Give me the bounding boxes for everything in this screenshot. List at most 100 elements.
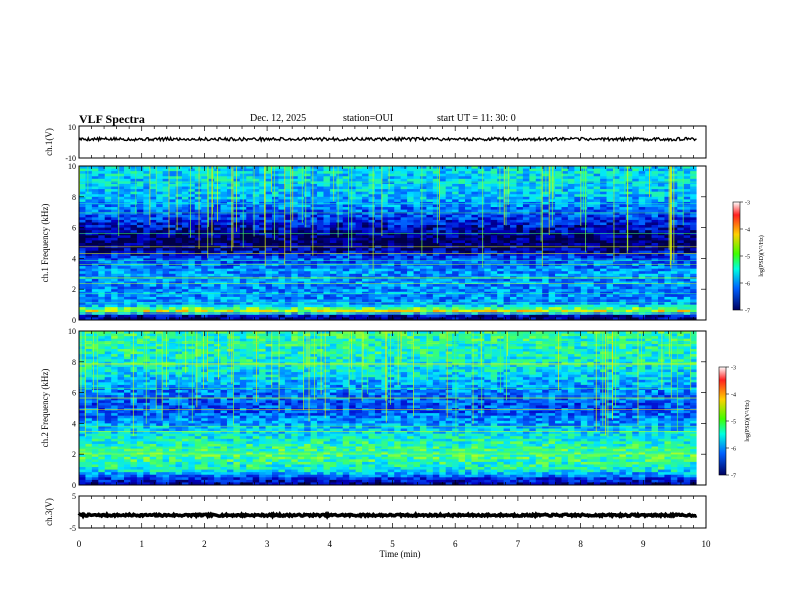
spectrogram-cell (117, 199, 125, 203)
spectrogram-cell (304, 214, 311, 218)
spectrogram-cell (252, 209, 260, 213)
spectrogram-cell (291, 166, 299, 169)
spectrogram-cell (619, 268, 627, 272)
spectrogram-cell (194, 227, 202, 231)
spectrogram-cell (85, 230, 93, 234)
spectrogram-cell (162, 235, 170, 239)
spectrogram-cell (664, 289, 672, 293)
spectrogram-cell (272, 250, 279, 254)
spectrogram-cell (201, 294, 209, 298)
spectrogram-cell (374, 209, 382, 213)
spectrogram-cell (529, 183, 537, 187)
spectrogram-cell (362, 237, 369, 241)
spectrogram-cell (149, 191, 157, 195)
spectrogram-cell (226, 273, 234, 277)
spectrogram-cell (362, 212, 369, 216)
spectrogram-cell (265, 194, 273, 198)
spectrogram-cell (214, 294, 221, 298)
spectrogram-cell (188, 207, 196, 211)
spectrogram-cell (555, 207, 562, 211)
spectrogram-cell (342, 219, 350, 223)
spectrogram-cell (497, 191, 504, 195)
spectrogram-cell (207, 217, 215, 221)
spectrogram-cell (162, 222, 170, 226)
spectrogram-cell (226, 225, 234, 228)
spectrogram-cell (580, 268, 588, 272)
spectrogram-cell (555, 171, 562, 175)
spectrogram-cell (220, 253, 228, 257)
spectrogram-cell (323, 196, 331, 200)
spectrogram-cell (432, 240, 440, 244)
spectrogram-cell (355, 278, 363, 282)
spectrogram-cell (561, 253, 569, 257)
spectrogram-cell (439, 173, 447, 177)
spectrogram-cell (111, 273, 118, 277)
spectrogram-cell (149, 209, 157, 213)
spectrogram-cell (567, 191, 575, 195)
spectrogram-cell (426, 260, 434, 264)
spectrogram-cell (111, 191, 118, 195)
spectrogram-cell (394, 289, 402, 293)
spectrogram-cell (349, 176, 357, 180)
spectrogram-cell (265, 260, 273, 264)
spectrogram-cell (169, 230, 176, 234)
spectrogram-cell (574, 212, 582, 216)
spectrogram-cell (297, 260, 305, 264)
spectrogram-cell (278, 278, 286, 282)
spectrogram-cell (355, 232, 363, 236)
spectrogram-cell (91, 181, 99, 185)
spectrogram-cell (381, 289, 389, 293)
spectrogram-cell (188, 232, 196, 236)
spectrogram-cell (149, 183, 157, 187)
spectrogram-cell (362, 186, 369, 190)
spectrogram-cell (233, 289, 241, 293)
spectrogram-cell (484, 199, 492, 203)
spectrogram-cell (304, 217, 311, 221)
spectrogram-cell (246, 237, 254, 241)
spectrogram-cell (85, 240, 93, 244)
spectrogram-cell (336, 255, 344, 259)
spectrogram-cell (272, 237, 279, 241)
spectrogram-cell (593, 250, 601, 254)
spectrogram-cell (580, 191, 588, 195)
spectrogram-cell (214, 258, 221, 262)
spectrogram-cell (297, 199, 305, 203)
spectrogram-cell (117, 266, 125, 270)
spectrogram-cell (426, 176, 434, 180)
spectrogram-cell (632, 291, 640, 295)
spectrogram-cell (516, 235, 524, 239)
spectrogram-cell (85, 243, 93, 246)
spectrogram-cell (471, 196, 479, 200)
spectrogram-cell (226, 248, 234, 252)
spectrogram-cell (683, 207, 691, 211)
spectrogram-cell (226, 168, 234, 172)
spectrogram-cell (143, 168, 151, 172)
spectrogram-cell (111, 248, 118, 252)
spectrogram-cell (471, 204, 479, 208)
spectrogram-cell (625, 248, 633, 252)
spectrogram-cell (162, 212, 170, 216)
spectrogram-cell (651, 217, 659, 221)
spectrogram-cell (497, 273, 504, 277)
spectrogram-cell (310, 281, 318, 285)
spectrogram-cell (484, 173, 492, 177)
spectrogram-cell (336, 248, 344, 252)
spectrogram-cell (413, 171, 421, 175)
spectrogram-cell (362, 263, 369, 267)
spectrogram-cell (638, 178, 646, 182)
spectrogram-cell (587, 255, 595, 259)
spectrogram-cell (91, 225, 99, 228)
spectrogram-cell (194, 212, 202, 216)
spectrogram-cell (497, 227, 504, 231)
spectrogram-cell (477, 235, 485, 239)
spectrogram-cell (632, 171, 640, 175)
spectrogram-cell (587, 243, 595, 246)
spectrogram-cell (362, 189, 369, 193)
spectrogram-cell (600, 253, 607, 257)
spectrogram-cell (439, 273, 447, 277)
spectrogram-cell (304, 235, 311, 239)
spectrogram-cell (124, 250, 131, 254)
spectrogram-cell (156, 199, 164, 203)
spectrogram-cell (98, 263, 106, 267)
